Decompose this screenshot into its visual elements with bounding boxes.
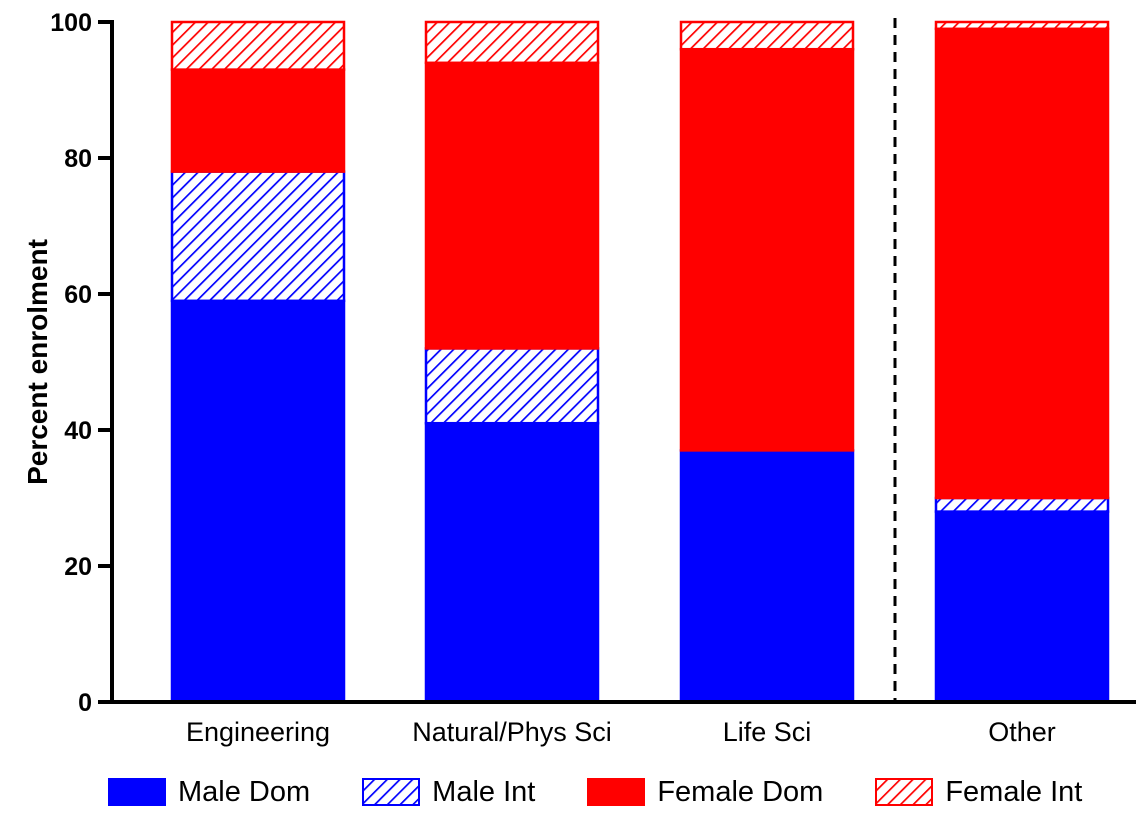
y-tick-labels: 0 20 40 60 80 100 [50, 9, 112, 717]
y-tick-label-60: 60 [64, 281, 92, 309]
legend-swatch-male-dom [108, 778, 166, 806]
bar-engineering-female-dom [170, 68, 346, 173]
bar-natural-phys-sci-female-int [424, 20, 600, 65]
y-axis-title: Percent enrolment [22, 239, 53, 485]
legend-label-female-int: Female Int [945, 775, 1083, 808]
bar-life-sci-female-dom [679, 47, 855, 452]
bar-natural-phys-sci-male-dom [424, 421, 600, 704]
bar-life-sci-male-dom [679, 449, 855, 704]
legend: Male Dom Male Int Female Dom Female Int [108, 774, 1136, 810]
bar-natural-phys-sci-male-int [424, 347, 600, 425]
x-tick-label-engineering: Engineering [186, 717, 330, 747]
bar-natural-phys-sci-female-dom [424, 61, 600, 350]
legend-item-female-int: Female Int [875, 776, 1082, 809]
legend-label-female-dom: Female Dom [657, 775, 824, 808]
bars-layer [170, 20, 1110, 704]
axes-layer [110, 20, 1136, 704]
legend-label-male-dom: Male Dom [178, 775, 311, 808]
legend-label-male-int: Male Int [432, 775, 536, 808]
legend-item-female-dom: Female Dom [587, 776, 823, 809]
bar-life-sci-female-int [679, 20, 855, 51]
bar-engineering-male-dom [170, 299, 346, 704]
bar-other-male-dom [934, 510, 1110, 704]
bar-other-female-int [934, 20, 1110, 31]
legend-swatch-male-int [362, 778, 421, 806]
x-tick-label-other: Other [988, 717, 1056, 747]
y-tick-label-40: 40 [64, 417, 92, 445]
x-tick-label-natural-phys-sci: Natural/Phys Sci [412, 717, 612, 747]
legend-item-male-int: Male Int [362, 776, 535, 809]
legend-swatch-female-dom [587, 778, 646, 806]
y-tick-label-0: 0 [78, 689, 92, 717]
x-tick-labels: Engineering Natural/Phys Sci Life Sci Other [186, 717, 1056, 747]
y-tick-label-20: 20 [64, 553, 92, 581]
bar-other-female-dom [934, 27, 1110, 500]
x-tick-label-life-sci: Life Sci [723, 717, 812, 747]
legend-item-male-dom: Male Dom [108, 776, 310, 809]
legend-swatch-female-int [875, 778, 934, 806]
stacked-bar-chart: Percent enrolment 0 20 40 60 80 100 Engineeri… [22, 9, 1136, 747]
bar-engineering-male-int [170, 170, 346, 303]
bar-other-male-int [934, 496, 1110, 513]
y-tick-label-100: 100 [50, 9, 92, 37]
y-tick-label-80: 80 [64, 145, 92, 173]
bar-engineering-female-int [170, 20, 346, 71]
